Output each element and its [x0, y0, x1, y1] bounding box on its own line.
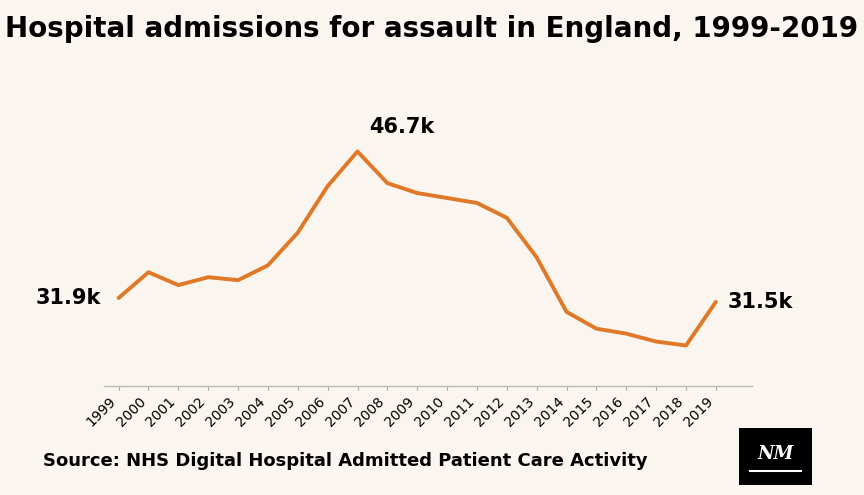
Text: 31.9k: 31.9k	[35, 288, 101, 308]
Text: 46.7k: 46.7k	[370, 117, 435, 137]
Text: Hospital admissions for assault in England, 1999-2019: Hospital admissions for assault in Engla…	[5, 15, 859, 43]
Text: Source: NHS Digital Hospital Admitted Patient Care Activity: Source: NHS Digital Hospital Admitted Pa…	[43, 452, 648, 470]
Text: 31.5k: 31.5k	[727, 292, 793, 312]
Text: NM: NM	[757, 445, 794, 463]
